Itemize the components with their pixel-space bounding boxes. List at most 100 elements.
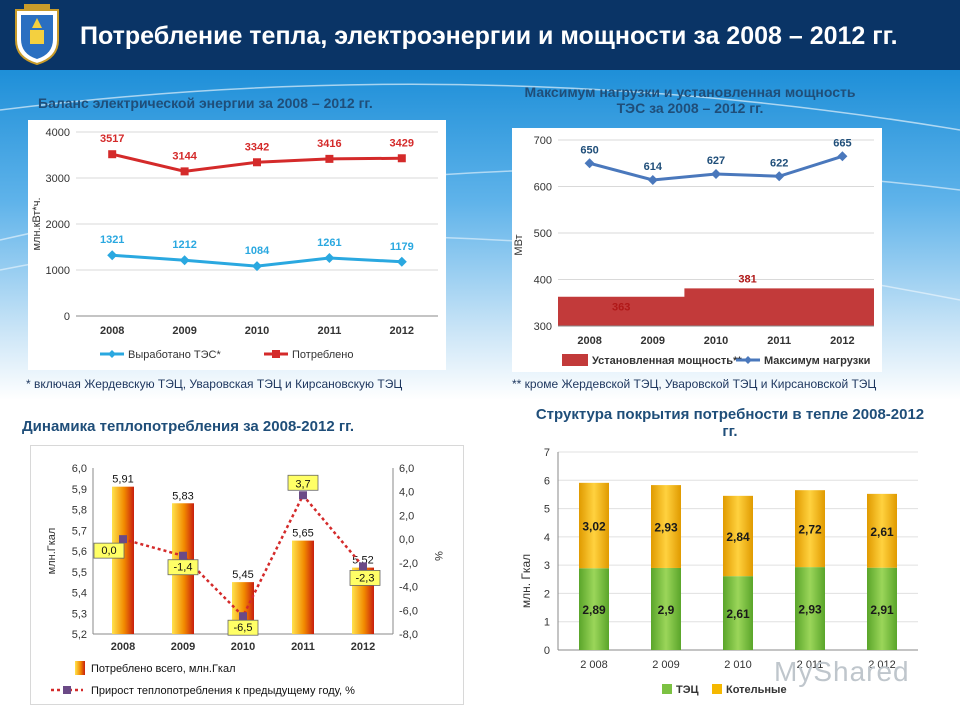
y2-axis-label: %: [432, 551, 444, 561]
y2-tick-label: 0,0: [399, 534, 414, 546]
data-label: 0,0: [101, 545, 116, 557]
data-label: 3,02: [582, 520, 606, 534]
data-label: 665: [833, 137, 851, 149]
chart1-panel: 0 1000 2000 3000 4000 2008 2009 2010 2011 2012 млн…: [28, 120, 446, 370]
data-point: [253, 158, 261, 167]
y-tick-label: 600: [534, 182, 552, 194]
y-tick-label: 500: [534, 228, 552, 240]
data-label: 2,89: [582, 603, 606, 617]
chart2-footnote: ** кроме Жердевской ТЭЦ, Уваровской ТЭЦ …: [512, 377, 877, 391]
chart4-panel: 0 1 2 3 4 5 6 7 млн. Гкал 2,89 2,9 2,61 2,93 2,91 3,02…: [506, 440, 926, 706]
data-label: 2,84: [726, 530, 750, 544]
y2-tick-label: -8,0: [399, 629, 418, 641]
x-tick-label: 2010: [704, 335, 728, 347]
y2-tick-label: -2,0: [399, 558, 418, 570]
data-point: [396, 256, 407, 267]
bar-tec: [723, 576, 753, 650]
chart2-title: Максимум нагрузки и установленная мощнос…: [524, 84, 856, 116]
data-point: [180, 167, 189, 176]
data-label: -6,5: [234, 622, 253, 634]
chart3: 5,2 5,3 5,4 5,5 5,6 5,7 5,8 5,9 6,0 -8,0 -6,0 -4,0 -…: [46, 463, 444, 697]
data-label: 2,9: [658, 603, 675, 617]
y-tick-label: 5,9: [72, 484, 87, 496]
data-label: -1,4: [174, 562, 193, 574]
bar: [112, 486, 134, 634]
data-label: 2,93: [654, 521, 678, 535]
data-label: 1084: [245, 245, 270, 257]
data-point: [324, 252, 335, 263]
x-tick-label: 2008: [577, 335, 601, 347]
data-label: 5,91: [112, 474, 133, 486]
data-label: 614: [644, 161, 663, 173]
y-tick-label: 400: [534, 275, 552, 287]
data-label: 2,61: [726, 607, 750, 621]
bar-tec: [579, 568, 609, 650]
data-label: 627: [707, 155, 725, 167]
y-tick-label: 1000: [46, 265, 70, 277]
y2-tick-label: 2,0: [399, 510, 414, 522]
legend-label: Прирост теплопотребления к предыдущему г…: [91, 685, 355, 697]
data-point: [325, 154, 334, 163]
data-point: [252, 261, 262, 272]
legend-label: Потреблено всего, млн.Гкал: [91, 663, 236, 675]
data-label-box: [93, 542, 125, 559]
y-tick-label: 0: [544, 645, 550, 657]
y-tick-label: 5,4: [72, 588, 87, 600]
y-tick-label: 6: [544, 475, 550, 487]
data-label: 622: [770, 157, 788, 169]
bar-tec: [795, 567, 825, 650]
y-tick-label: 3000: [46, 173, 70, 185]
chart4: 0 1 2 3 4 5 6 7 млн. Гкал 2,89 2,9 2,61 2,93 2,91 3,02…: [519, 447, 918, 696]
data-label: 363: [612, 302, 630, 314]
data-point: [584, 158, 595, 169]
x-tick-label: 2009: [641, 335, 665, 347]
y2-tick-label: -6,0: [399, 605, 418, 617]
data-label: 3416: [317, 138, 341, 150]
data-label: 5,52: [352, 555, 373, 567]
data-label: -2,3: [356, 572, 375, 584]
coat-of-arms-icon: [15, 4, 59, 66]
legend-swatch: [662, 684, 672, 694]
watermark: MyShared: [774, 656, 910, 687]
x-tick-label: 2012: [351, 641, 375, 653]
data-point: [711, 168, 721, 179]
data-label: 5,65: [292, 528, 313, 540]
data-label: 3,7: [295, 478, 310, 490]
y-axis-label: млн. Гкал: [519, 554, 533, 608]
data-point: [239, 612, 247, 621]
data-label: 1261: [317, 237, 341, 249]
y-tick-label: 0: [64, 311, 70, 323]
x-tick-label: 2 011: [797, 659, 824, 671]
bar: [292, 540, 314, 634]
data-label: 2,72: [798, 523, 822, 537]
y-tick-label: 1: [544, 617, 550, 629]
legend-label: Потреблено: [292, 349, 353, 361]
y2-tick-label: 4,0: [399, 487, 414, 499]
data-point: [359, 562, 367, 571]
y-tick-label: 2000: [46, 219, 70, 231]
x-tick-label: 2009: [171, 641, 195, 653]
x-tick-label: 2012: [830, 335, 854, 347]
x-tick-label: 2012: [390, 325, 414, 337]
x-tick-label: 2011: [291, 641, 315, 653]
bar-tec: [651, 567, 681, 650]
chart2: 300 400 500 600 700 МВт 363 381 2008 2009 2010 2011…: [513, 135, 874, 367]
x-tick-label: 2011: [767, 335, 791, 347]
data-point: [397, 154, 406, 163]
chart3-title: Динамика теплопотребления за 2008-2012 г…: [22, 418, 354, 435]
data-label: 381: [738, 273, 756, 285]
data-label-box: [287, 474, 319, 491]
y-tick-label: 5,6: [72, 546, 87, 558]
y-tick-label: 5,8: [72, 505, 87, 517]
y-axis-label: МВт: [513, 234, 525, 255]
x-tick-label: 2008: [111, 641, 135, 653]
area-installed-capacity: [558, 288, 874, 326]
legend-swatch: [562, 354, 588, 366]
x-tick-label: 2 008: [580, 659, 608, 671]
y-tick-label: 5: [544, 504, 550, 516]
y-tick-label: 5,3: [72, 608, 87, 620]
legend-marker: [108, 350, 116, 358]
y-tick-label: 3: [544, 560, 550, 572]
x-tick-label: 2010: [231, 641, 255, 653]
legend-marker: [63, 686, 71, 694]
